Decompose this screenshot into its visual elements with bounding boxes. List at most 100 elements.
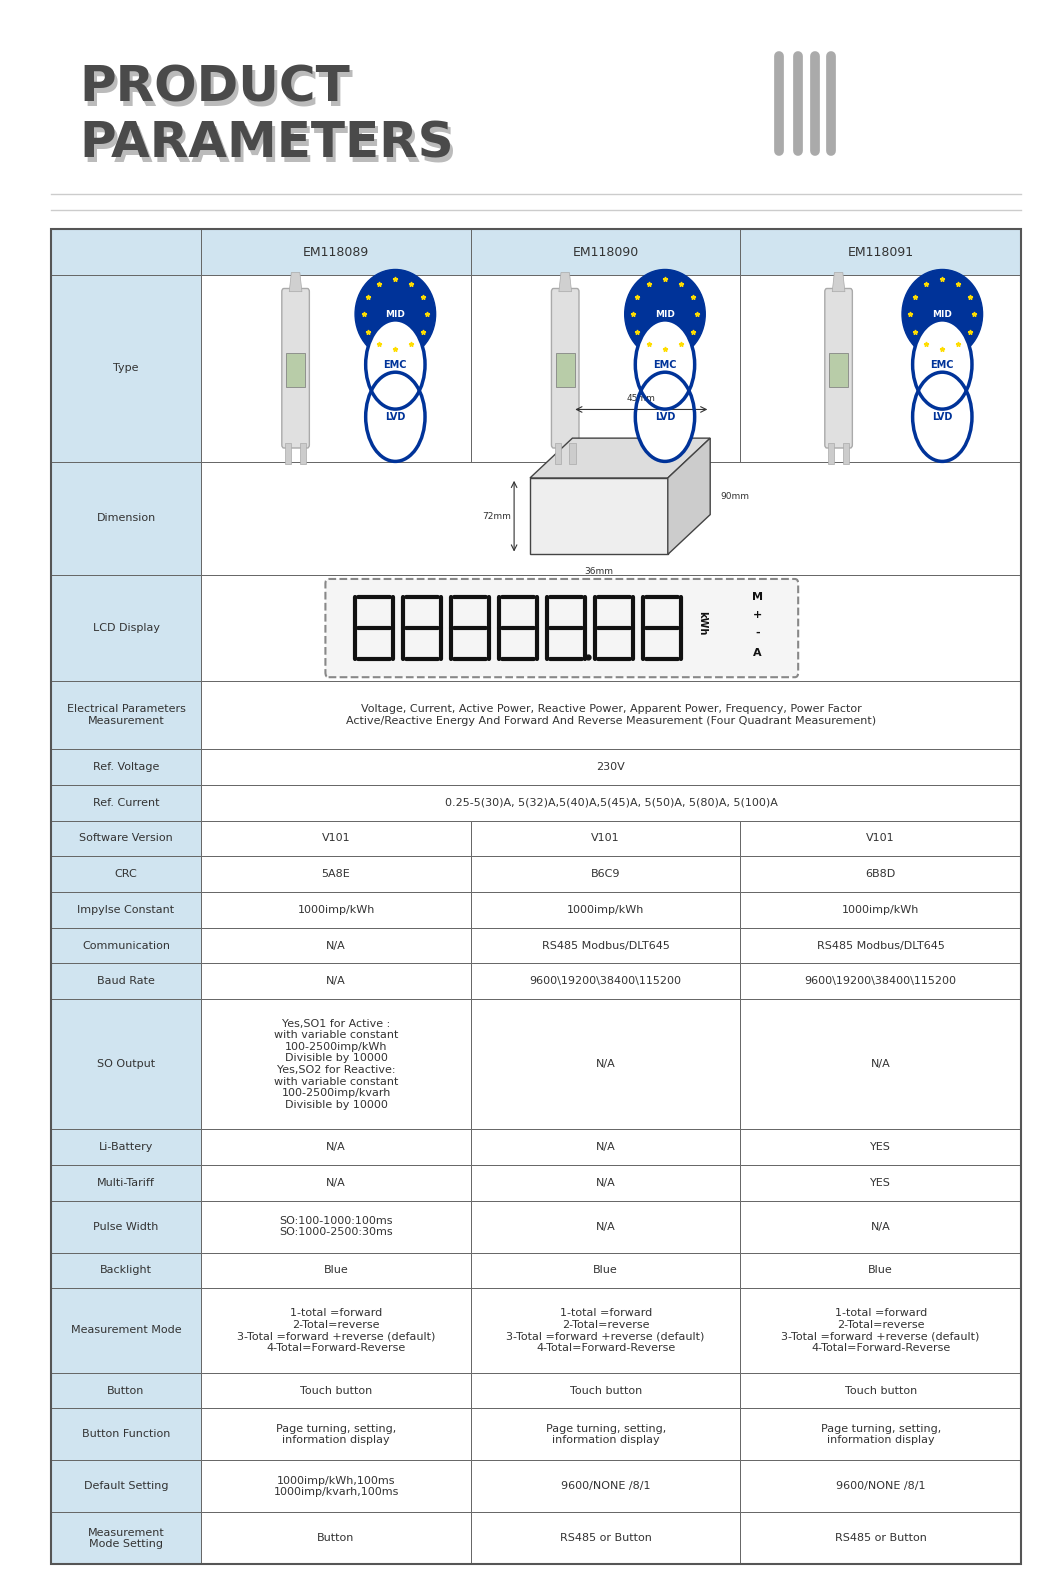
Bar <box>201 892 471 927</box>
Bar <box>471 1461 741 1512</box>
Text: Page turning, setting,
information display: Page turning, setting, information displ… <box>546 1424 666 1445</box>
Bar <box>201 1252 471 1289</box>
Bar <box>471 927 741 964</box>
Text: Page turning, setting,
information display: Page turning, setting, information displ… <box>276 1424 396 1445</box>
Bar <box>51 1512 201 1564</box>
Circle shape <box>366 373 425 462</box>
Polygon shape <box>559 272 571 292</box>
Text: 9600\19200\38400\115200: 9600\19200\38400\115200 <box>530 977 682 986</box>
Text: MID: MID <box>933 309 952 319</box>
Bar <box>51 680 201 749</box>
Bar <box>201 1512 471 1564</box>
Bar <box>51 229 201 276</box>
Bar <box>51 276 201 462</box>
Bar <box>554 443 561 464</box>
Bar <box>51 820 201 857</box>
Text: 36mm: 36mm <box>584 567 614 577</box>
Bar <box>51 1373 201 1408</box>
Bar <box>201 462 1021 575</box>
Bar <box>569 443 576 464</box>
Bar <box>201 276 471 462</box>
Text: N/A: N/A <box>326 1142 346 1152</box>
Bar <box>741 964 1021 999</box>
Circle shape <box>635 320 694 409</box>
Text: 90mm: 90mm <box>721 492 749 500</box>
Text: Pulse Width: Pulse Width <box>93 1222 159 1231</box>
Text: Page turning, setting,
information display: Page turning, setting, information displ… <box>820 1424 941 1445</box>
Bar <box>843 443 849 464</box>
Text: PRODUCT: PRODUCT <box>83 68 353 116</box>
Bar <box>471 820 741 857</box>
Text: A: A <box>754 648 762 658</box>
Text: CRC: CRC <box>114 870 138 879</box>
Text: Yes,SO1 for Active :
with variable constant
100-2500imp/kWh
Divisible by 10000
Y: Yes,SO1 for Active : with variable const… <box>273 1018 399 1110</box>
Bar <box>471 999 741 1129</box>
Bar <box>51 1164 201 1201</box>
Bar <box>51 462 201 575</box>
Bar <box>51 785 201 820</box>
Text: kWh: kWh <box>696 612 707 636</box>
Bar <box>741 999 1021 1129</box>
Text: 9600/NONE /8/1: 9600/NONE /8/1 <box>836 1481 925 1491</box>
Bar <box>741 1512 1021 1564</box>
Bar <box>51 749 201 785</box>
Text: N/A: N/A <box>870 1059 890 1069</box>
Text: Measurement Mode: Measurement Mode <box>71 1325 181 1335</box>
Text: EMC: EMC <box>653 360 676 370</box>
Text: Dimension: Dimension <box>96 513 156 524</box>
Text: RS485 Modbus/DLT645: RS485 Modbus/DLT645 <box>542 940 670 951</box>
FancyBboxPatch shape <box>825 288 852 448</box>
Text: Button Function: Button Function <box>82 1429 171 1440</box>
Bar <box>471 892 741 927</box>
Text: N/A: N/A <box>596 1142 616 1152</box>
Polygon shape <box>832 272 845 292</box>
Bar <box>471 1373 741 1408</box>
Bar <box>741 1252 1021 1289</box>
Text: RS485 or Button: RS485 or Button <box>834 1534 926 1544</box>
Text: 1000imp/kWh: 1000imp/kWh <box>567 905 644 914</box>
Bar <box>829 354 848 387</box>
Bar <box>51 1129 201 1164</box>
Text: B6C9: B6C9 <box>590 870 620 879</box>
FancyBboxPatch shape <box>325 578 798 677</box>
Text: N/A: N/A <box>870 1222 890 1231</box>
Bar <box>201 820 471 857</box>
Text: LVD: LVD <box>385 413 406 422</box>
Bar <box>741 857 1021 892</box>
Text: Li-Battery: Li-Battery <box>99 1142 154 1152</box>
Text: Voltage, Current, Active Power, Reactive Power, Apparent Power, Frequency, Power: Voltage, Current, Active Power, Reactive… <box>346 704 876 726</box>
Bar <box>471 1512 741 1564</box>
Text: 0.25-5(30)A, 5(32)A,5(40)A,5(45)A, 5(50)A, 5(80)A, 5(100)A: 0.25-5(30)A, 5(32)A,5(40)A,5(45)A, 5(50)… <box>444 798 777 808</box>
Bar <box>51 964 201 999</box>
Text: Touch button: Touch button <box>569 1386 641 1395</box>
Text: 1000imp/kWh: 1000imp/kWh <box>298 905 375 914</box>
Bar <box>51 999 201 1129</box>
Bar <box>741 1129 1021 1164</box>
Text: YES: YES <box>870 1142 891 1152</box>
Text: Default Setting: Default Setting <box>84 1481 169 1491</box>
Text: EMC: EMC <box>384 360 407 370</box>
Text: Communication: Communication <box>82 940 170 951</box>
Bar <box>741 229 1021 276</box>
Text: Touch button: Touch button <box>845 1386 917 1395</box>
Text: -: - <box>756 628 760 637</box>
Text: PARAMETERS: PARAMETERS <box>83 124 457 172</box>
Bar <box>471 1289 741 1373</box>
Bar <box>201 1289 471 1373</box>
FancyBboxPatch shape <box>551 288 579 448</box>
Text: EM118089: EM118089 <box>303 245 369 258</box>
Text: +: + <box>753 610 762 620</box>
Text: 6B8D: 6B8D <box>866 870 896 879</box>
Circle shape <box>913 373 972 462</box>
Text: 1-total =forward
2-Total=reverse
3-Total =forward +reverse (default)
4-Total=For: 1-total =forward 2-Total=reverse 3-Total… <box>236 1308 436 1352</box>
Text: 9600\19200\38400\115200: 9600\19200\38400\115200 <box>805 977 956 986</box>
Bar <box>471 1408 741 1461</box>
Text: N/A: N/A <box>596 1059 616 1069</box>
Bar <box>201 964 471 999</box>
Text: N/A: N/A <box>326 977 346 986</box>
Text: EM118091: EM118091 <box>848 245 914 258</box>
Text: MID: MID <box>386 309 405 319</box>
Text: PRODUCT: PRODUCT <box>80 64 350 112</box>
Bar <box>741 820 1021 857</box>
Ellipse shape <box>624 269 705 358</box>
